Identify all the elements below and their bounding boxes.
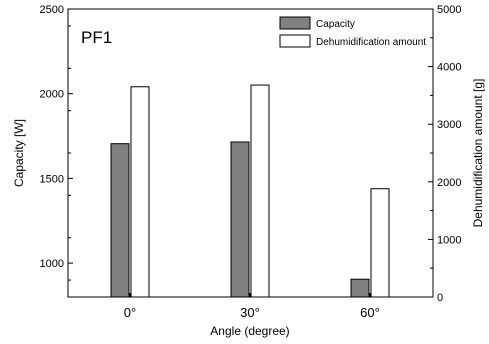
legend-swatch-dehumidification xyxy=(279,34,311,48)
right-tick-label: 1000 xyxy=(437,234,461,246)
left-tick-label: 1500 xyxy=(40,173,64,185)
bar-dehumidification xyxy=(250,84,270,298)
bar-capacity xyxy=(230,141,250,298)
bar-dehumidification xyxy=(370,188,390,298)
right-tick-label: 3000 xyxy=(437,119,461,131)
legend-label-dehumidification: Dehumidification amount xyxy=(316,37,426,48)
legend-swatch-capacity xyxy=(279,16,311,30)
left-tick-label: 2500 xyxy=(40,4,64,16)
left-tick-label: 1000 xyxy=(40,258,64,270)
x-tick-label: 60° xyxy=(360,305,380,320)
bar-capacity xyxy=(350,278,370,298)
right-tick-label: 2000 xyxy=(437,177,461,189)
bar-capacity xyxy=(110,143,130,298)
x-axis: 0° 30° 60° xyxy=(124,293,380,320)
bars-group xyxy=(110,84,390,298)
panel-label: PF1 xyxy=(81,28,112,47)
bar-dehumidification xyxy=(130,86,150,298)
left-axis-title: Capacity [W] xyxy=(12,119,26,187)
legend-label-capacity: Capacity xyxy=(316,19,355,30)
x-tick-label: 0° xyxy=(124,305,136,320)
left-axis: 1000 1500 2000 2500 xyxy=(40,4,73,281)
x-axis-title: Angle (degree) xyxy=(210,324,289,338)
right-axis: 0 1000 2000 3000 4000 5000 xyxy=(428,4,461,304)
x-tick-label: 30° xyxy=(240,305,260,320)
right-axis-title: Dehumidification amount [g] xyxy=(471,79,485,228)
legend: Capacity Dehumidification amount xyxy=(279,16,426,48)
left-tick-label: 2000 xyxy=(40,89,64,101)
right-tick-label: 4000 xyxy=(437,62,461,74)
right-tick-label: 5000 xyxy=(437,4,461,16)
right-tick-label: 0 xyxy=(437,292,443,304)
